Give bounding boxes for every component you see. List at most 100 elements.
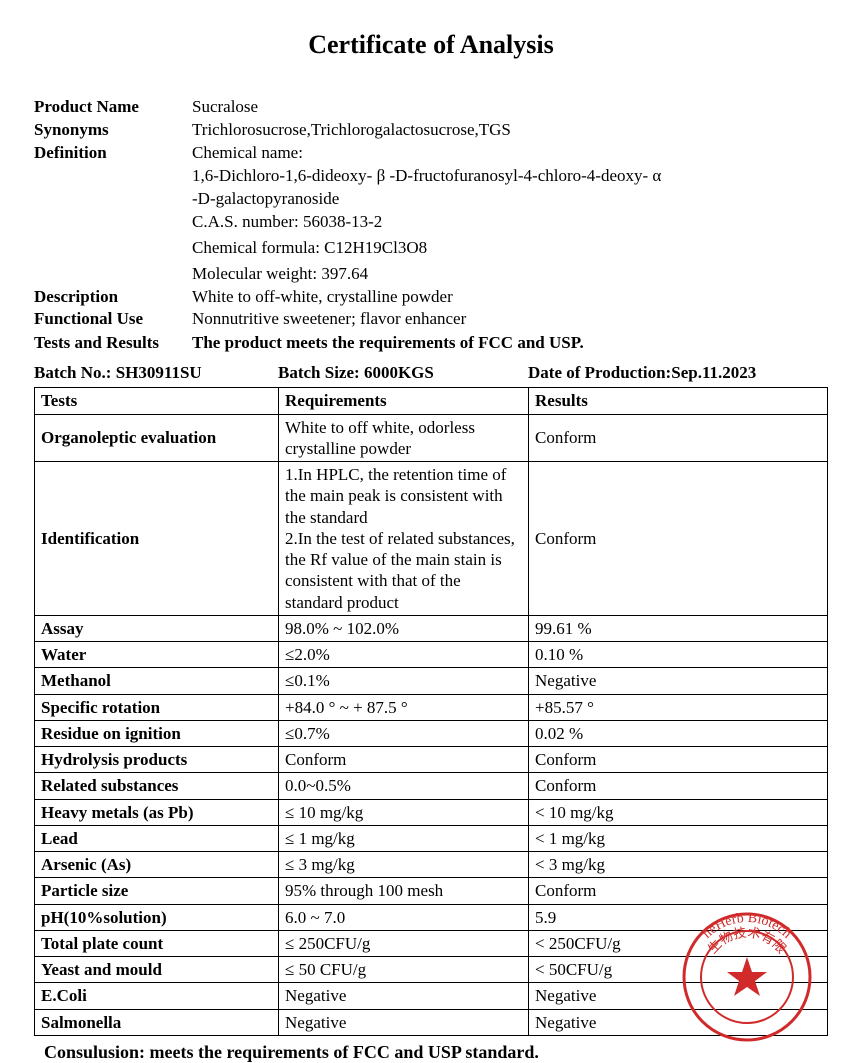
test-name-cell: Methanol [35, 668, 279, 694]
table-row: Water≤2.0%0.10 % [35, 642, 828, 668]
requirement-cell: ≤ 3 mg/kg [279, 852, 529, 878]
requirement-cell: ≤ 50 CFU/g [279, 957, 529, 983]
table-row: Methanol≤0.1%Negative [35, 668, 828, 694]
requirement-cell: Conform [279, 747, 529, 773]
info-row-definition: Definition Chemical name: 1,6-Dichloro-1… [34, 142, 828, 286]
table-row: Heavy metals (as Pb)≤ 10 mg/kg< 10 mg/kg [35, 799, 828, 825]
test-name-cell: Hydrolysis products [35, 747, 279, 773]
functional-use-value: Nonnutritive sweetener; flavor enhancer [192, 308, 828, 331]
requirement-cell: 95% through 100 mesh [279, 878, 529, 904]
result-cell: 0.10 % [529, 642, 828, 668]
test-name-cell: Related substances [35, 773, 279, 799]
batch-row: Batch No.: SH30911SU Batch Size: 6000KGS… [34, 363, 828, 383]
chem-name-label: Chemical name: [192, 142, 828, 165]
table-row: Hydrolysis productsConformConform [35, 747, 828, 773]
requirement-cell: Negative [279, 1009, 529, 1035]
requirement-cell: 1.In HPLC, the retention time of the mai… [279, 462, 529, 616]
chem-name-line2: -D-galactopyranoside [192, 188, 828, 211]
result-cell: < 3 mg/kg [529, 852, 828, 878]
test-name-cell: pH(10%solution) [35, 904, 279, 930]
info-section: Product Name Sucralose Synonyms Trichlor… [34, 96, 828, 353]
result-cell: +85.57 ° [529, 694, 828, 720]
result-cell: Conform [529, 878, 828, 904]
table-row: Specific rotation+84.0 ° ~ + 87.5 °+85.5… [35, 694, 828, 720]
result-cell: 99.61 % [529, 615, 828, 641]
requirement-cell: Negative [279, 983, 529, 1009]
synonyms-label: Synonyms [34, 119, 192, 142]
production-date: Date of Production:Sep.11.2023 [528, 363, 828, 383]
table-header-row: Tests Requirements Results [35, 388, 828, 414]
requirement-cell: ≤ 10 mg/kg [279, 799, 529, 825]
requirement-cell: ≤0.1% [279, 668, 529, 694]
requirement-cell: 6.0 ~ 7.0 [279, 904, 529, 930]
requirement-cell: 0.0~0.5% [279, 773, 529, 799]
test-name-cell: Arsenic (As) [35, 852, 279, 878]
batch-size-value: 6000KGS [364, 363, 434, 382]
functional-use-label: Functional Use [34, 308, 192, 331]
result-cell: Conform [529, 414, 828, 462]
info-row-product-name: Product Name Sucralose [34, 96, 828, 119]
company-stamp: neHerb Biotech 生物技术有限 [672, 902, 822, 1052]
test-name-cell: Identification [35, 462, 279, 616]
chemical-formula: Chemical formula: C12H19Cl3O8 [192, 237, 828, 260]
table-row: Particle size95% through 100 meshConform [35, 878, 828, 904]
molecular-weight: Molecular weight: 397.64 [192, 263, 828, 286]
test-name-cell: Residue on ignition [35, 720, 279, 746]
requirement-cell: ≤0.7% [279, 720, 529, 746]
definition-block: Chemical name: 1,6-Dichloro-1,6-dideoxy-… [192, 142, 828, 286]
date-label: Date of Production: [528, 363, 671, 382]
test-name-cell: Salmonella [35, 1009, 279, 1035]
test-name-cell: Water [35, 642, 279, 668]
tests-results-value: The product meets the requirements of FC… [192, 333, 584, 353]
chem-name-line1: 1,6-Dichloro-1,6-dideoxy- β -D-fructofur… [192, 165, 828, 188]
test-name-cell: Lead [35, 825, 279, 851]
header-results: Results [529, 388, 828, 414]
description-label: Description [34, 286, 192, 309]
test-name-cell: Yeast and mould [35, 957, 279, 983]
batch-size: Batch Size: 6000KGS [278, 363, 528, 383]
table-row: Residue on ignition≤0.7%0.02 % [35, 720, 828, 746]
product-name-value: Sucralose [192, 96, 828, 119]
stamp-star-icon [727, 957, 767, 996]
batch-no-label: Batch No.: [34, 363, 111, 382]
info-row-functional-use: Functional Use Nonnutritive sweetener; f… [34, 308, 828, 331]
table-row: Arsenic (As)≤ 3 mg/kg< 3 mg/kg [35, 852, 828, 878]
cas-number: C.A.S. number: 56038-13-2 [192, 211, 828, 234]
info-row-tests-results: Tests and Results The product meets the … [34, 333, 828, 353]
table-row: Organoleptic evaluationWhite to off whit… [35, 414, 828, 462]
requirement-cell: White to off white, odorless crystalline… [279, 414, 529, 462]
header-tests: Tests [35, 388, 279, 414]
requirement-cell: ≤ 1 mg/kg [279, 825, 529, 851]
batch-no: Batch No.: SH30911SU [34, 363, 278, 383]
info-row-description: Description White to off-white, crystall… [34, 286, 828, 309]
table-row: Lead≤ 1 mg/kg< 1 mg/kg [35, 825, 828, 851]
test-name-cell: Assay [35, 615, 279, 641]
requirement-cell: ≤ 250CFU/g [279, 930, 529, 956]
result-cell: Conform [529, 747, 828, 773]
definition-label: Definition [34, 142, 192, 286]
test-name-cell: Heavy metals (as Pb) [35, 799, 279, 825]
synonyms-value: Trichlorosucrose,Trichlorogalactosucrose… [192, 119, 828, 142]
test-name-cell: Particle size [35, 878, 279, 904]
test-name-cell: Specific rotation [35, 694, 279, 720]
result-cell: Negative [529, 668, 828, 694]
header-requirements: Requirements [279, 388, 529, 414]
info-row-synonyms: Synonyms Trichlorosucrose,Trichlorogalac… [34, 119, 828, 142]
requirement-cell: +84.0 ° ~ + 87.5 ° [279, 694, 529, 720]
result-cell: Conform [529, 462, 828, 616]
requirement-cell: 98.0% ~ 102.0% [279, 615, 529, 641]
date-value: Sep.11.2023 [671, 363, 756, 382]
result-cell: 0.02 % [529, 720, 828, 746]
result-cell: < 1 mg/kg [529, 825, 828, 851]
table-row: Related substances0.0~0.5%Conform [35, 773, 828, 799]
page-title: Certificate of Analysis [34, 30, 828, 60]
test-name-cell: E.Coli [35, 983, 279, 1009]
table-row: Assay98.0% ~ 102.0%99.61 % [35, 615, 828, 641]
result-cell: < 10 mg/kg [529, 799, 828, 825]
product-name-label: Product Name [34, 96, 192, 119]
batch-size-label: Batch Size: [278, 363, 360, 382]
description-value: White to off-white, crystalline powder [192, 286, 828, 309]
test-name-cell: Total plate count [35, 930, 279, 956]
test-name-cell: Organoleptic evaluation [35, 414, 279, 462]
requirement-cell: ≤2.0% [279, 642, 529, 668]
